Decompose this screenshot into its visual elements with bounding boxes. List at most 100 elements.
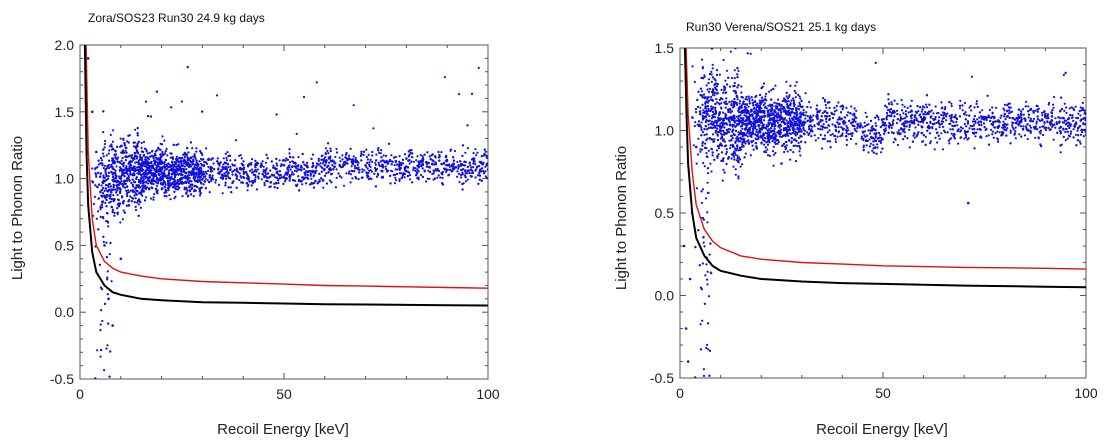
scatter-point bbox=[155, 184, 158, 187]
scatter-point bbox=[328, 167, 332, 170]
scatter-point bbox=[170, 182, 173, 185]
scatter-point bbox=[731, 110, 734, 113]
scatter-point bbox=[125, 192, 129, 195]
scatter-point bbox=[255, 188, 259, 191]
scatter-point bbox=[793, 120, 796, 123]
scatter-point bbox=[152, 196, 155, 199]
scatter-point bbox=[875, 114, 879, 117]
scatter-point bbox=[295, 170, 298, 173]
scatter-point bbox=[365, 155, 368, 159]
scatter-point bbox=[193, 153, 196, 156]
scatter-point bbox=[291, 165, 294, 168]
scatter-point bbox=[133, 180, 136, 183]
scatter-point bbox=[815, 115, 818, 118]
scatter-point bbox=[187, 170, 190, 173]
scatter-point bbox=[119, 167, 123, 170]
scatter-point bbox=[273, 182, 276, 185]
scatter-point bbox=[1084, 41, 1086, 43]
scatter-point bbox=[110, 198, 113, 201]
scatter-point bbox=[427, 169, 430, 172]
scatter-point bbox=[206, 158, 210, 161]
scatter-point bbox=[747, 139, 750, 142]
scatter-point bbox=[724, 100, 728, 103]
scatter-point bbox=[737, 69, 740, 72]
scatter-point bbox=[856, 124, 860, 128]
scatter-point bbox=[369, 169, 372, 172]
scatter-point bbox=[246, 182, 249, 185]
scatter-point bbox=[132, 197, 135, 200]
scatter-point bbox=[142, 154, 145, 157]
scatter-point bbox=[460, 176, 463, 179]
scatter-point bbox=[196, 179, 199, 182]
scatter-point bbox=[720, 159, 723, 162]
scatter-point bbox=[123, 211, 126, 214]
scatter-point bbox=[694, 111, 698, 114]
scatter-point bbox=[366, 158, 369, 161]
scatter-point bbox=[149, 115, 153, 118]
scatter-point bbox=[839, 105, 842, 108]
scatter-point bbox=[306, 174, 309, 177]
scatter-point bbox=[229, 165, 232, 168]
scatter-point bbox=[399, 167, 402, 170]
scatter-point bbox=[123, 172, 126, 175]
scatter-point bbox=[352, 104, 355, 107]
scatter-point bbox=[284, 171, 288, 174]
scatter-point bbox=[102, 181, 105, 185]
scatter-point bbox=[101, 319, 104, 323]
scatter-point bbox=[976, 128, 979, 131]
scatter-point bbox=[448, 164, 451, 167]
scatter-point bbox=[353, 165, 356, 168]
y-tick-label: 0.0 bbox=[655, 288, 675, 304]
scatter-point bbox=[186, 147, 189, 150]
scatter-point bbox=[477, 182, 480, 185]
scatter-point bbox=[139, 206, 142, 209]
scatter-point bbox=[829, 134, 832, 137]
scatter-point bbox=[351, 161, 354, 164]
scatter-point bbox=[107, 297, 110, 301]
scatter-point bbox=[971, 128, 974, 131]
scatter-point bbox=[96, 166, 99, 169]
scatter-point bbox=[141, 158, 144, 162]
scatter-point bbox=[716, 101, 719, 104]
scatter-point bbox=[284, 159, 287, 162]
scatter-point bbox=[276, 164, 279, 167]
scatter-point bbox=[211, 174, 214, 177]
scatter-point bbox=[366, 167, 369, 170]
scatter-point bbox=[374, 163, 377, 166]
scatter-point bbox=[464, 176, 467, 179]
scatter-point bbox=[715, 149, 719, 152]
scatter-point bbox=[171, 173, 174, 176]
scatter-point bbox=[898, 129, 901, 132]
scatter-point bbox=[112, 172, 115, 175]
scatter-point bbox=[484, 175, 487, 178]
scatter-point bbox=[771, 150, 775, 153]
scatter-point bbox=[107, 186, 110, 189]
scatter-point bbox=[322, 179, 325, 182]
scatter-point bbox=[377, 161, 380, 164]
scatter-point bbox=[701, 66, 705, 69]
scatter-point bbox=[125, 204, 128, 207]
scatter-point bbox=[113, 198, 116, 201]
scatter-point bbox=[122, 185, 125, 188]
scatter-point bbox=[114, 169, 117, 172]
scatter-point bbox=[720, 102, 723, 105]
scatter-point bbox=[763, 143, 766, 146]
scatter-point bbox=[461, 154, 464, 157]
scatter-point bbox=[201, 110, 204, 113]
scatter-point bbox=[288, 179, 291, 182]
scatter-point bbox=[136, 134, 139, 137]
scatter-point bbox=[379, 160, 382, 163]
scatter-point bbox=[108, 149, 111, 152]
scatter-point bbox=[187, 151, 190, 154]
scatter-point bbox=[824, 103, 827, 107]
scatter-point bbox=[200, 181, 203, 184]
scatter-point bbox=[254, 178, 257, 181]
scatter-point bbox=[855, 130, 858, 133]
scatter-point bbox=[99, 206, 102, 209]
scatter-point bbox=[111, 140, 114, 143]
scatter-point bbox=[159, 179, 162, 182]
scatter-point bbox=[187, 194, 190, 197]
scatter-point bbox=[252, 179, 255, 183]
scatter-point bbox=[136, 152, 140, 155]
scatter-point bbox=[164, 150, 167, 153]
